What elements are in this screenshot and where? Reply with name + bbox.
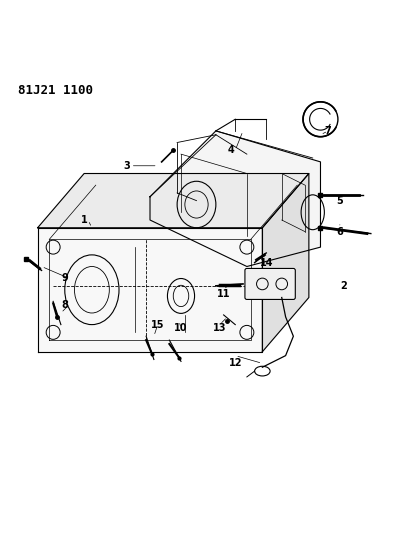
- Text: 9: 9: [61, 273, 68, 283]
- Text: 13: 13: [213, 324, 226, 334]
- Polygon shape: [38, 174, 309, 228]
- Text: 11: 11: [217, 289, 230, 298]
- Polygon shape: [150, 131, 320, 266]
- FancyBboxPatch shape: [245, 269, 295, 300]
- Text: 8: 8: [61, 300, 68, 310]
- Text: 5: 5: [336, 196, 343, 206]
- Text: 6: 6: [336, 227, 343, 237]
- Polygon shape: [38, 228, 263, 352]
- Text: 1: 1: [81, 215, 88, 225]
- Polygon shape: [263, 174, 309, 352]
- Text: 3: 3: [123, 161, 130, 171]
- Text: 12: 12: [228, 358, 242, 368]
- Text: 2: 2: [340, 281, 347, 291]
- Text: 4: 4: [228, 146, 235, 155]
- Text: 15: 15: [151, 320, 165, 329]
- Text: 81J21 1100: 81J21 1100: [18, 84, 93, 98]
- Text: 7: 7: [325, 126, 332, 136]
- Text: 14: 14: [259, 257, 273, 268]
- Text: 10: 10: [174, 324, 188, 334]
